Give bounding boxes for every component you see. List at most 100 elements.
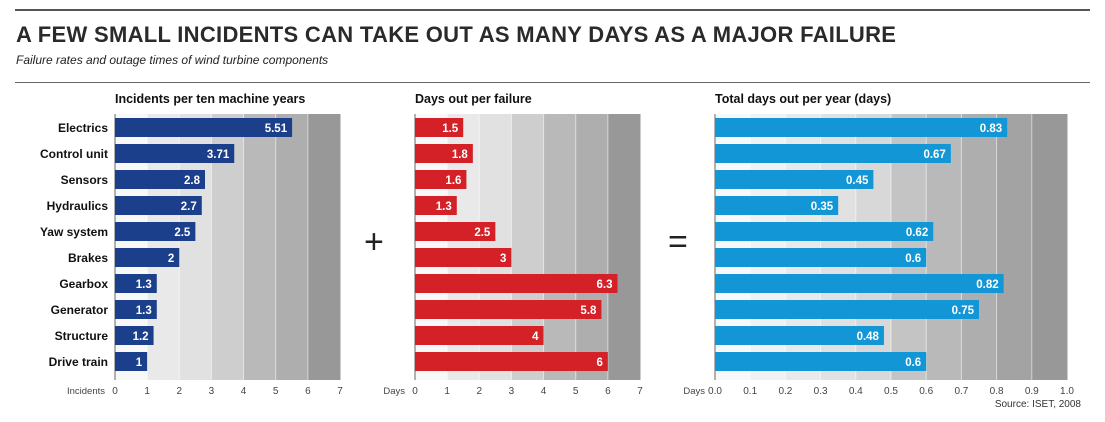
p2-value-label: 0.67: [923, 149, 945, 161]
p2-bar-yaw-system: [715, 222, 934, 241]
p2-bar-electrics: [715, 118, 1008, 137]
p2-bar-generator: [715, 300, 979, 319]
p0-bar-sensors: [115, 170, 205, 189]
p2-background-band: [961, 114, 998, 380]
chart-title: A FEW SMALL INCIDENTS CAN TAKE OUT AS MA…: [16, 22, 897, 47]
category-label: Generator: [51, 303, 109, 317]
p2-value-label: 0.6: [905, 357, 921, 369]
p2-tick-label: 0.2: [778, 386, 792, 397]
p1-axis-name: Days: [383, 386, 405, 397]
p2-value-label: 0.82: [976, 279, 998, 291]
p1-value-label: 5.8: [580, 305, 597, 317]
p2-value-label: 0.6: [905, 253, 921, 265]
p1-tick-label: 3: [509, 386, 515, 397]
category-label: Sensors: [61, 173, 109, 187]
p1-bar-hydraulics: [415, 196, 457, 215]
p2-tick-label: 0.3: [814, 386, 828, 397]
p2-value-label: 0.62: [906, 227, 928, 239]
p1-bar-control-unit: [415, 144, 473, 163]
p0-value-label: 3.71: [207, 149, 230, 161]
p1-background-band: [575, 114, 609, 380]
p1-tick-label: 5: [573, 386, 579, 397]
p2-value-label: 0.45: [846, 175, 869, 187]
p0-panel-title: Incidents per ten machine years: [115, 92, 305, 106]
days-out-chart: Days out per failure 1.5 1.8 1.6 1.3 2.5 3 6.3 5…: [383, 92, 643, 397]
p2-bar-control-unit: [715, 144, 951, 163]
p0-background-band: [307, 114, 341, 380]
p2-value-label: 0.35: [811, 201, 834, 213]
p1-background-band: [607, 114, 641, 380]
p1-bar-yaw-system: [415, 222, 496, 241]
p1-value-label: 2.5: [474, 227, 491, 239]
category-label: Control unit: [40, 147, 108, 161]
p0-tick-label: 4: [241, 386, 247, 397]
p2-background-band: [996, 114, 1033, 380]
p0-value-label: 1.3: [136, 279, 152, 291]
p2-value-label: 0.48: [857, 331, 880, 343]
p0-bar-structure: [115, 326, 154, 345]
p0-value-label: 2: [168, 253, 174, 265]
p0-background-band: [275, 114, 309, 380]
p2-background-band: [1031, 114, 1068, 380]
category-label: Gearbox: [59, 277, 108, 291]
p2-tick-label: 0.8: [990, 386, 1004, 397]
p0-bar-drive-train: [115, 352, 148, 371]
p0-axis-name: Incidents: [67, 386, 105, 397]
p2-tick-label: 0.5: [884, 386, 898, 397]
equals-sign: =: [668, 223, 688, 261]
p0-bar-generator: [115, 300, 157, 319]
p0-value-label: 2.7: [181, 201, 197, 213]
p1-tick-label: 0: [412, 386, 418, 397]
p0-bar-hydraulics: [115, 196, 202, 215]
p2-bar-drive-train: [715, 352, 927, 371]
p2-bar-structure: [715, 326, 884, 345]
p0-tick-label: 6: [305, 386, 311, 397]
source-note: Source: ISET, 2008: [994, 399, 1081, 410]
p1-background-band: [543, 114, 577, 380]
p2-value-label: 0.75: [952, 305, 975, 317]
p1-bar-brakes: [415, 248, 512, 267]
p1-tick-label: 1: [444, 386, 450, 397]
top-rule: [15, 9, 1090, 11]
p0-bar-gearbox: [115, 274, 157, 293]
p2-value-label: 0.83: [980, 123, 1002, 135]
category-label: Structure: [55, 329, 109, 343]
p1-bar-structure: [415, 326, 544, 345]
p0-tick-label: 2: [177, 386, 183, 397]
p2-tick-label: 0.1: [743, 386, 757, 397]
incidents-chart: Incidents per ten machine years 5.51 Elect…: [40, 92, 343, 397]
category-label: Electrics: [58, 121, 108, 135]
p0-background-band: [243, 114, 277, 380]
p0-tick-label: 3: [209, 386, 215, 397]
category-label: Hydraulics: [47, 199, 109, 213]
p0-value-label: 2.8: [184, 175, 201, 187]
p1-value-label: 1.3: [436, 201, 452, 213]
plus-sign: +: [364, 223, 384, 261]
p0-tick-label: 5: [273, 386, 279, 397]
p2-tick-label: 0.6: [919, 386, 933, 397]
p1-tick-label: 4: [541, 386, 547, 397]
p2-axis-name: Days: [683, 386, 705, 397]
p1-value-label: 6: [596, 357, 602, 369]
p2-bar-brakes: [715, 248, 927, 267]
p1-bar-sensors: [415, 170, 467, 189]
p0-value-label: 1: [136, 357, 143, 369]
p2-panel-title: Total days out per year (days): [715, 92, 891, 106]
p1-tick-label: 2: [477, 386, 483, 397]
p0-tick-label: 0: [112, 386, 118, 397]
p1-panel-title: Days out per failure: [415, 92, 532, 106]
p1-tick-label: 7: [637, 386, 643, 397]
p1-bar-electrics: [415, 118, 464, 137]
category-label: Yaw system: [40, 225, 108, 239]
p0-value-label: 2.5: [174, 227, 191, 239]
p2-bar-sensors: [715, 170, 874, 189]
p2-bar-hydraulics: [715, 196, 839, 215]
p0-bar-electrics: [115, 118, 293, 137]
p2-bar-gearbox: [715, 274, 1004, 293]
p1-value-label: 1.6: [445, 175, 461, 187]
p0-bar-yaw-system: [115, 222, 196, 241]
p1-bar-drive-train: [415, 352, 608, 371]
p1-value-label: 3: [500, 253, 506, 265]
p0-value-label: 1.3: [136, 305, 152, 317]
p1-bar-generator: [415, 300, 602, 319]
